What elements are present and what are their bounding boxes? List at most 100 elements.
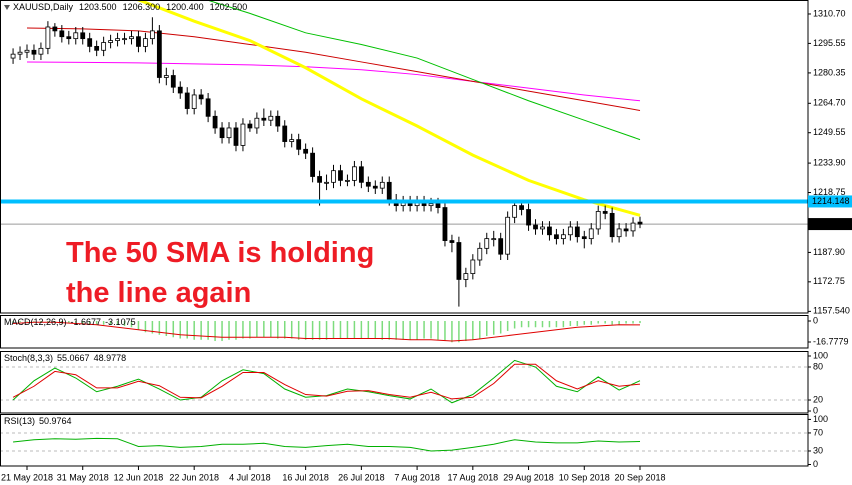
histogram-bar <box>541 320 544 328</box>
candle-body <box>268 115 274 121</box>
indicator-line <box>12 363 641 400</box>
histogram-bar <box>19 320 21 323</box>
histogram-bar <box>221 320 223 342</box>
x-tick-label: 4 Jul 2018 <box>229 472 271 482</box>
candle-body <box>73 32 79 40</box>
histogram-bar <box>597 320 599 324</box>
histogram-bar <box>583 320 586 325</box>
histogram-bar <box>416 320 418 340</box>
histogram-bar <box>242 320 244 339</box>
candle-body <box>581 236 587 240</box>
candle-body <box>637 221 643 225</box>
histogram-bar <box>95 320 98 325</box>
histogram-bar <box>270 320 272 338</box>
candle-body <box>296 139 302 150</box>
histogram-bar <box>290 320 293 339</box>
y-tick-label: 1249.55 <box>813 127 846 137</box>
candle-body <box>59 30 65 38</box>
y-tick-label: 0 <box>813 405 818 415</box>
x-tick-label: 17 Aug 2018 <box>448 472 499 482</box>
histogram-bar <box>451 320 453 343</box>
histogram-bar <box>513 320 516 329</box>
histogram-bar <box>123 320 126 327</box>
candle-body <box>24 49 30 53</box>
histogram-bar <box>130 320 133 328</box>
histogram-bar <box>311 320 314 340</box>
candle-body <box>463 273 469 280</box>
panel-frame <box>0 315 809 349</box>
level-label-box <box>808 195 852 208</box>
y-tick-label: 1310.70 <box>813 8 846 18</box>
histogram-bar <box>277 320 279 339</box>
candle-body <box>331 170 336 183</box>
candle-body <box>254 117 260 129</box>
histogram-bar <box>423 320 425 339</box>
histogram-bar <box>506 320 509 332</box>
moving-average <box>26 61 641 102</box>
panel-frame <box>0 0 809 314</box>
histogram-bar <box>68 320 70 324</box>
candle-body <box>94 46 100 51</box>
histogram-bar <box>569 320 572 327</box>
histogram-bar <box>297 320 300 340</box>
candle-body <box>602 211 608 214</box>
histogram-bar <box>520 320 523 328</box>
y-tick-label: 1233.90 <box>813 157 846 167</box>
candle-body <box>352 166 357 181</box>
indicator-value: -1.6677 <box>71 317 102 327</box>
histogram-bar <box>339 320 342 339</box>
histogram-bar <box>486 320 488 337</box>
candle-body <box>324 181 329 184</box>
candle-body <box>163 75 169 78</box>
ohlc-label: 1200.400 <box>166 2 204 12</box>
candle-body <box>317 176 322 183</box>
candle-body <box>526 209 531 226</box>
moving-average <box>205 0 641 141</box>
histogram-bar <box>604 320 606 324</box>
moving-average <box>26 27 641 111</box>
histogram-bar <box>395 320 397 340</box>
candle-body <box>226 127 232 139</box>
indicator-label: RSI(13) 50.9764 <box>4 416 72 426</box>
y-tick-label: 0 <box>813 315 818 325</box>
candle-body <box>372 185 378 189</box>
panel-frame <box>0 414 809 467</box>
indicator-name: RSI(13) <box>4 416 35 426</box>
histogram-bar <box>12 320 14 323</box>
candle-body <box>442 207 448 241</box>
histogram-bar <box>527 320 530 328</box>
candle-body <box>588 228 594 240</box>
histogram-bar <box>207 320 209 340</box>
y-tick-label: 70 <box>813 427 823 437</box>
histogram-bar <box>590 320 592 325</box>
candle-body <box>198 94 204 100</box>
histogram-bar <box>165 320 168 337</box>
candle-body <box>533 224 538 230</box>
histogram-bar <box>632 320 634 324</box>
candle-body <box>540 226 545 230</box>
candle-body <box>115 38 120 41</box>
candle-body <box>80 32 86 40</box>
candle-body <box>10 53 16 59</box>
histogram-bar <box>249 320 251 339</box>
histogram-bar <box>116 320 119 325</box>
histogram-bar <box>625 320 627 324</box>
indicator-plot <box>12 320 641 343</box>
candle-body <box>170 75 176 88</box>
histogram-bar <box>200 320 202 340</box>
moving-average <box>128 0 641 217</box>
candle-body <box>233 127 239 146</box>
candle-body <box>630 222 636 232</box>
candle-body <box>143 38 148 47</box>
histogram-bar <box>151 320 154 334</box>
histogram-bar <box>430 320 432 339</box>
candle-body <box>470 259 476 274</box>
current-price-label: 1202.500 <box>812 218 850 228</box>
histogram-bar <box>186 320 188 339</box>
candle-body <box>31 49 37 55</box>
candle-body <box>512 205 518 218</box>
candle-body <box>358 166 364 183</box>
histogram-bar <box>381 320 384 340</box>
histogram-bar <box>367 320 370 339</box>
candle-body <box>177 86 183 94</box>
